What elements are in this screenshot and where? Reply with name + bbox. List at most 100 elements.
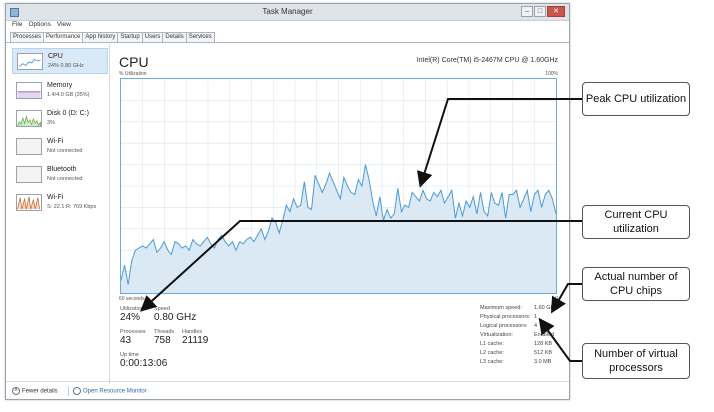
spec-value: Enabled [534,332,555,338]
spec-label: Logical processors: [480,323,528,329]
tab-performance[interactable]: Performance [43,32,84,42]
spec-label: Maximum speed: [480,305,522,311]
speed-value: 0.80 GHz [154,312,197,323]
callout-chips: Actual number of CPU chips [582,267,690,301]
spec-row: L2 cache: 512 KB [480,350,562,356]
tab-startup[interactable]: Startup [117,32,143,42]
sidebar-item-sub: S: 22.1 R: 769 Kbps [47,204,97,210]
tab-app-history[interactable]: App history [82,32,119,42]
app-icon [10,8,19,17]
fewer-details-button[interactable]: ˄ Fewer details [12,387,58,395]
threads-stat: Threads 758 [154,329,174,346]
sidebar-item-label: Wi-Fi [47,194,64,201]
tab-details[interactable]: Details [162,32,187,42]
tab-processes[interactable]: Processes [10,32,45,42]
spec-label: Virtualization: [480,332,513,338]
menu-bar: File Options View [6,21,569,32]
footer-divider [68,386,69,396]
uptime-label: Up time [120,352,139,358]
tab-divider [6,42,569,43]
sidebar-item-disk[interactable]: Disk 0 (D: C:) 3% [12,106,108,132]
processes-stat: Processes 43 [120,329,146,346]
spec-value: 128 KB [534,341,553,347]
utilization-label: Utilization [120,306,144,312]
spec-value: 3.0 MB [534,359,552,365]
title-bar: Task Manager – □ ✕ [6,4,569,21]
bluetooth-thumbnail-icon [16,166,42,183]
cpu-model: Intel(R) Core(TM) i5-2467M CPU @ 1.60GHz [416,57,558,64]
sidebar-item-bluetooth[interactable]: Bluetooth Not connected [12,162,108,188]
spec-row: Virtualization: Enabled [480,332,562,338]
resource-monitor-icon [73,387,81,395]
graph-min-label: 0 [555,296,558,302]
spec-value: 1.60 GHz [534,305,558,311]
close-button[interactable]: ✕ [547,6,565,17]
sidebar-item-memory[interactable]: Memory 1.4/4.0 GB (35%) [12,78,108,104]
resource-sidebar: CPU 24% 0.80 GHz Memory 1.4/4.0 GB (35%)… [8,44,110,384]
spec-row: L1 cache: 128 KB [480,341,562,347]
threads-value: 758 [154,335,171,346]
footer-bar: ˄ Fewer details Open Resource Monitor [6,381,569,399]
uptime-value: 0:00:13:06 [120,358,168,369]
spec-label: L3 cache: [480,359,504,365]
fewer-details-label: Fewer details [22,388,58,395]
callout-peak: Peak CPU utilization [582,82,690,116]
window-title: Task Manager [262,7,313,16]
spec-value: 1 [534,314,538,320]
spec-value: 512 KB [534,350,553,356]
spec-row: L3 cache: 3.0 MB [480,359,562,365]
sidebar-item-sub: 3% [47,120,55,126]
cpu-panel: CPU Intel(R) Core(TM) i5-2467M CPU @ 1.6… [114,44,570,384]
threads-label: Threads [154,329,175,335]
sidebar-item-wifi[interactable]: Wi-Fi Not connected [12,134,108,160]
menu-file[interactable]: File [12,21,23,28]
graph-max-label: 100% [545,71,558,77]
speed-stat: Speed 0.80 GHz [154,306,196,323]
spec-row: Maximum speed: 1.60 GHz [480,305,562,311]
uptime-stat: Up time 0:00:13:06 [120,352,167,369]
wifi-thumbnail-icon [16,138,42,155]
spec-value: 4 [534,323,538,329]
chevron-up-icon: ˄ [12,387,20,395]
handles-stat: Handles 21119 [182,329,208,346]
sidebar-item-cpu[interactable]: CPU 24% 0.80 GHz [12,48,108,74]
spec-row: Logical processors: 4 [480,323,562,329]
sidebar-item-sub: 24% 0.80 GHz [48,63,84,69]
handles-value: 21119 [182,335,209,346]
graph-y-label: % Utilization [119,71,147,77]
handles-label: Handles [182,329,203,335]
page-title: CPU [119,54,149,70]
maximize-button[interactable]: □ [534,6,546,17]
callout-current: Current CPU utilization [582,205,690,239]
menu-view[interactable]: View [56,21,71,28]
sidebar-item-sub: Not connected [47,148,83,154]
wifi-activity-thumbnail-icon [16,194,42,211]
spec-row: Physical processors: 1 [480,314,562,320]
sidebar-item-label: CPU [48,53,63,60]
sidebar-item-label: Wi-Fi [47,138,64,145]
menu-options[interactable]: Options [28,21,51,28]
sidebar-item-label: Memory [47,82,73,89]
callout-virtual: Number of virtual processors [582,343,690,379]
processes-value: 43 [120,335,132,346]
minimize-button[interactable]: – [521,6,533,17]
sidebar-item-sub: Not connected [47,176,83,182]
processes-label: Processes [120,329,146,335]
open-resource-monitor-link[interactable]: Open Resource Monitor [73,387,147,395]
utilization-stat: Utilization 24% [120,306,144,323]
tab-strip: Processes Performance App history Startu… [10,32,215,42]
tab-services[interactable]: Services [185,32,215,42]
tab-users[interactable]: Users [141,32,164,42]
open-resource-monitor-label: Open Resource Monitor [83,388,147,395]
task-manager-window: Task Manager – □ ✕ File Options View Pro… [5,3,570,400]
sidebar-item-label: Bluetooth [47,166,77,173]
graph-time-label: 60 seconds [119,296,145,302]
cpu-thumbnail-icon [17,53,43,70]
spec-label: Physical processors: [480,314,531,320]
cpu-utilization-graph [120,78,557,294]
utilization-value: 24% [120,312,141,323]
disk-thumbnail-icon [16,110,42,127]
spec-label: L2 cache: [480,350,504,356]
sidebar-item-wifi-2[interactable]: Wi-Fi S: 22.1 R: 769 Kbps [12,190,108,216]
sidebar-item-label: Disk 0 (D: C:) [47,110,89,117]
